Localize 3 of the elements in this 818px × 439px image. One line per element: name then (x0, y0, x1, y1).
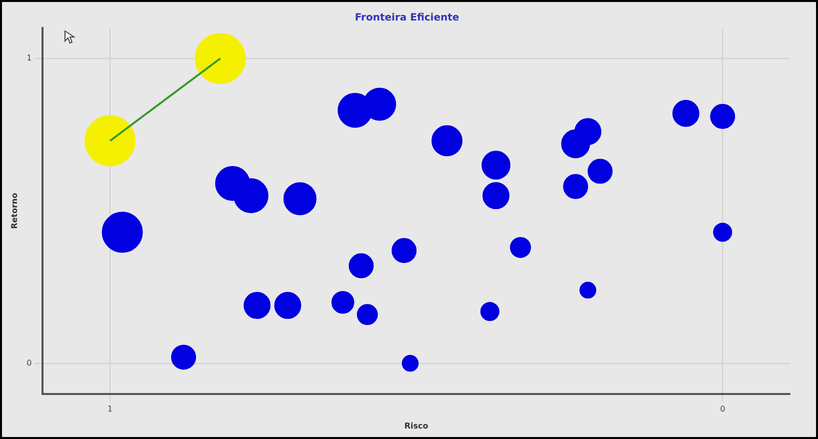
chart-title: Fronteira Eficiente (354, 12, 460, 24)
x-axis-title: Risco (404, 421, 429, 430)
y-axis-title: Retorno (10, 192, 19, 229)
